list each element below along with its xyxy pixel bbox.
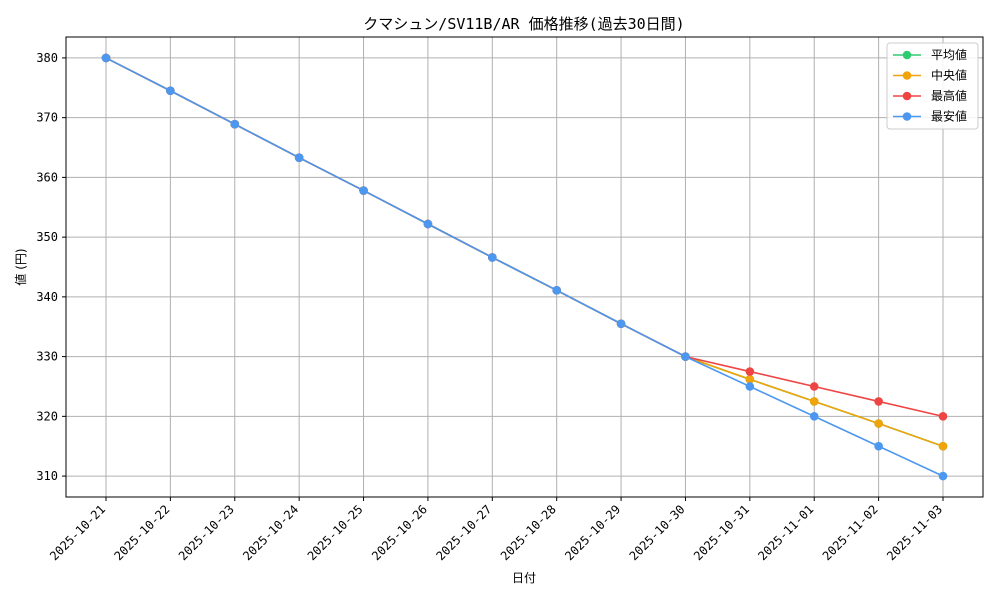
- x-tick-label: 2025-10-21: [47, 502, 108, 563]
- x-tick-label: 2025-10-22: [112, 502, 173, 563]
- legend-marker: [902, 71, 912, 80]
- legend-box: [886, 42, 979, 130]
- x-tick-label: 2025-10-25: [305, 502, 366, 563]
- data-point: [809, 412, 819, 421]
- data-point: [938, 412, 948, 421]
- x-tick-label: 2025-10-27: [433, 502, 494, 563]
- series-group: [101, 53, 948, 481]
- x-tick-label: 2025-10-29: [562, 502, 623, 563]
- plot-frame: [65, 36, 984, 498]
- legend-label: 最安値: [931, 109, 967, 124]
- y-tick-label: 370: [36, 111, 58, 125]
- x-axis-title: 日付: [512, 571, 536, 585]
- data-point: [294, 153, 304, 162]
- data-point: [616, 319, 626, 329]
- data-point: [874, 419, 883, 428]
- y-tick-label: 340: [36, 290, 58, 304]
- x-tick-label: 2025-10-24: [240, 502, 301, 563]
- legend-marker: [902, 112, 912, 121]
- data-point: [745, 375, 755, 384]
- x-axis-ticks: 2025-10-21 2025-10-22 2025-10-23 2025-10-24…: [47, 497, 945, 563]
- data-point: [874, 397, 883, 406]
- data-point: [745, 382, 755, 391]
- data-point: [681, 352, 690, 361]
- data-point: [101, 53, 111, 63]
- legend-label: 平均値: [931, 47, 967, 62]
- series-line: [105, 57, 944, 477]
- data-point: [938, 471, 948, 481]
- y-tick-label: 350: [36, 230, 58, 244]
- y-tick-label: 360: [36, 170, 58, 184]
- y-axis-ticks: 310 320 330 340 350 360 370 380: [36, 51, 66, 483]
- data-point: [230, 119, 240, 129]
- data-point: [874, 441, 883, 451]
- x-tick-label: 2025-10-28: [498, 502, 559, 563]
- x-tick-label: 2025-10-31: [691, 502, 752, 563]
- x-tick-label: 2025-11-02: [820, 502, 881, 563]
- legend-label: 最高値: [931, 88, 967, 103]
- y-tick-label: 380: [36, 51, 58, 65]
- data-point: [809, 397, 819, 406]
- data-point: [809, 382, 819, 391]
- data-point: [552, 285, 561, 295]
- y-tick-label: 310: [36, 469, 58, 483]
- legend-marker: [902, 50, 912, 60]
- data-point: [423, 219, 433, 229]
- x-tick-label: 2025-10-30: [627, 502, 688, 563]
- legend-label: 中央値: [931, 68, 967, 83]
- chart-title: クマシュン/SV11B/AR 価格推移(過去30日間): [363, 15, 684, 33]
- y-axis-title: 値 (円): [13, 248, 28, 285]
- legend-marker: [902, 91, 912, 101]
- data-point: [166, 86, 175, 96]
- data-point: [488, 253, 497, 262]
- x-tick-label: 2025-11-03: [884, 502, 945, 563]
- y-tick-label: 320: [36, 409, 58, 423]
- data-point: [938, 441, 948, 451]
- x-tick-label: 2025-11-01: [755, 502, 816, 563]
- data-point: [359, 186, 368, 195]
- x-tick-label: 2025-10-26: [369, 502, 430, 563]
- y-tick-label: 330: [36, 350, 58, 364]
- x-tick-label: 2025-10-23: [176, 502, 237, 563]
- grid-lines: [66, 37, 983, 497]
- data-point: [745, 367, 755, 376]
